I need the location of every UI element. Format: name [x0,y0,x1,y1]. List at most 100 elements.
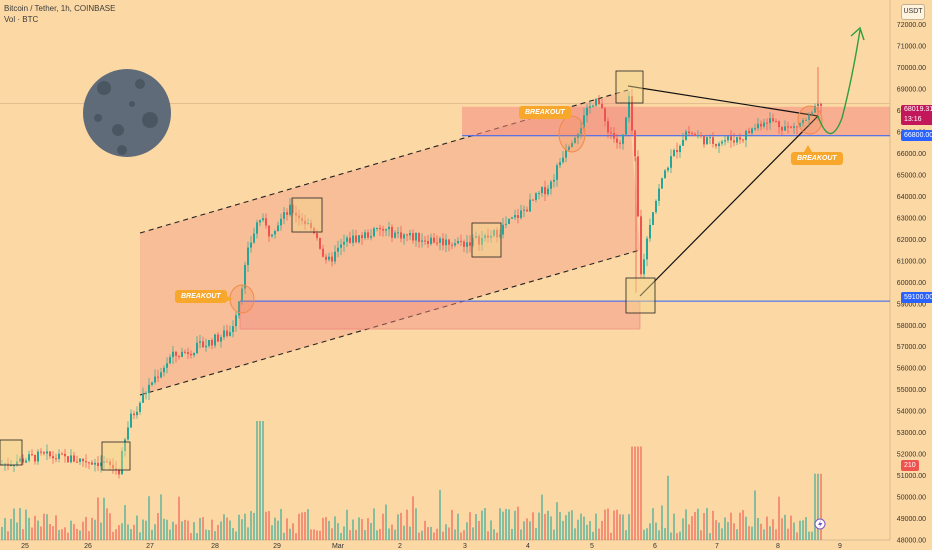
callout-pointer [804,145,812,152]
volume-bar [619,514,621,540]
volume-bar [397,514,399,540]
candle-body [751,128,753,134]
candle-body [217,334,219,342]
volume-bar [121,523,123,540]
volume-bar [64,527,66,540]
volume-bar [172,521,174,540]
candle-body [340,244,342,248]
candle-body [721,141,723,144]
volume-bar [772,519,774,540]
volume-bar [553,529,555,540]
candle-body [109,461,111,465]
candle-body [145,393,147,395]
volume-bar [133,524,135,540]
candle-body [85,461,87,463]
candle-body [190,353,192,356]
volume-bar [463,530,465,540]
candle-body [796,126,798,128]
candle-body [52,456,54,459]
volume-bar [682,518,684,540]
candle-body [547,188,549,195]
volume-bar [46,514,48,540]
candle-body [148,384,150,394]
volume-bar [442,531,444,540]
volume-bar [361,519,363,540]
candle-body [754,128,756,130]
candle-body [205,345,207,348]
candle-body [616,138,618,143]
volume-bar [661,505,663,540]
candle-body [475,236,477,238]
volume-bar [646,528,648,540]
candle-body [421,240,423,242]
volume-bar [439,489,441,540]
volume-bar [718,522,720,540]
volume-bar [367,518,369,540]
volume-bar [202,517,204,540]
volume-bar [595,513,597,540]
volume-bar [109,513,111,540]
volume-bar [400,512,402,540]
candle-body [499,234,501,238]
candle-body [505,223,507,225]
candle-body [454,243,456,246]
volume-bar [394,529,396,540]
breakout-callout-1: BREAKOUT [175,290,227,303]
volume-bar [175,524,177,540]
volume-bar [742,510,744,540]
volume-bar [271,525,273,540]
candle-body [97,462,99,466]
candle-body [544,187,546,195]
price-tick-label: 64000.00 [897,194,926,201]
volume-bar [25,509,27,540]
candle-body [553,179,555,182]
volume-bar [151,529,153,540]
price-tick-label: 49000.00 [897,516,926,523]
volume-bar [385,504,387,540]
candle-body [301,218,303,221]
candle-body [790,126,792,128]
currency-button[interactable]: USDT [901,4,925,20]
candle-body [700,135,702,137]
volume-bar [694,511,696,540]
candle-body [43,452,45,454]
candle-body [481,237,483,245]
volume-bar [88,531,90,540]
volume-bar [214,531,216,540]
price-tick-label: 59000.00 [897,301,926,308]
candle-body [361,235,363,239]
price-tick-label: 50000.00 [897,495,926,502]
support-price-tag: 59100.00 [901,292,932,303]
volume-bar [688,524,690,540]
volume-bar [166,519,168,540]
volume-bar [343,526,345,540]
volume-bar [526,518,528,540]
candle-body [742,139,744,141]
price-tick-label: 62000.00 [897,237,926,244]
candle-body [304,220,306,225]
candle-body [130,413,132,428]
volume-bar [793,522,795,540]
volume-bar [760,523,762,540]
volume-bar [61,529,63,540]
candle-body [187,352,189,354]
candle-body [493,229,495,236]
volume-bar [667,475,669,540]
volume-bar [304,511,306,540]
candle-body [82,458,84,462]
volume-bar [739,512,741,540]
volume-bar [433,532,435,540]
candle-body [580,128,582,135]
candle-body [397,232,399,234]
candle-body [391,226,393,238]
time-tick-label: 5 [590,543,594,550]
candle-body [511,217,513,219]
candle-body [517,215,519,218]
volume-bar [532,512,534,540]
volume-bar [301,512,303,540]
volume-bar [331,528,333,540]
candle-body [457,240,459,244]
candle-body [370,236,372,238]
candle-body [211,340,213,346]
